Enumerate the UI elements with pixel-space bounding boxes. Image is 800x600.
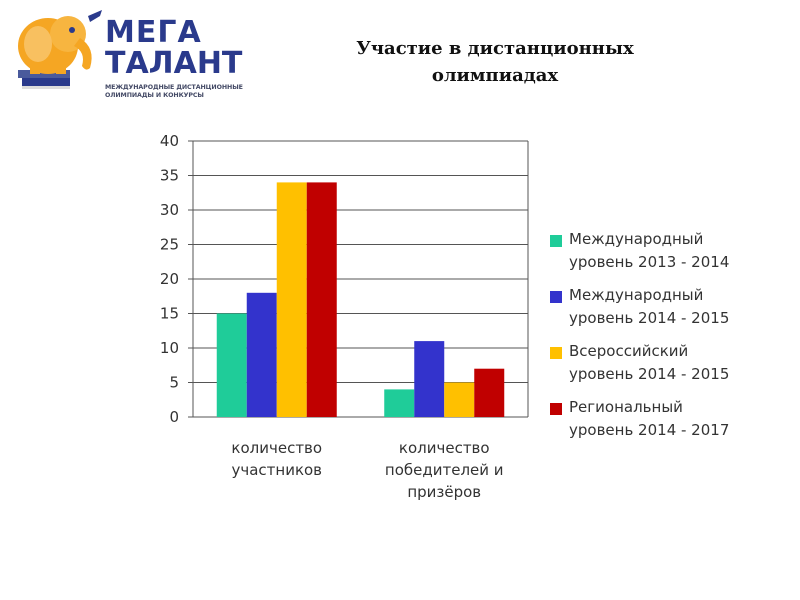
elephant-logo-icon bbox=[18, 10, 102, 89]
legend-item: Международный уровень 2013 - 2014 bbox=[550, 228, 790, 284]
bar bbox=[306, 182, 337, 417]
page-title: Участие в дистанционных олимпиадах bbox=[290, 35, 700, 89]
legend-item: Всероссийский уровень 2014 - 2015 bbox=[550, 340, 790, 396]
bar bbox=[384, 389, 415, 417]
bar bbox=[414, 341, 445, 417]
logo-subtitle: МЕЖДУНАРОДНЫЕ ДИСТАНЦИОННЫЕ ОЛИМПИАДЫ И … bbox=[105, 84, 245, 100]
logo-title-line2: ТАЛАНТ bbox=[105, 46, 243, 81]
legend-item: Международный уровень 2014 - 2015 bbox=[550, 284, 790, 340]
y-tick-label: 40 bbox=[160, 132, 179, 150]
y-tick-label: 10 bbox=[160, 339, 179, 357]
y-tick-label: 30 bbox=[160, 201, 179, 219]
bar bbox=[276, 182, 307, 417]
y-tick-label: 25 bbox=[160, 236, 179, 254]
logo-title-line1: МЕГА bbox=[105, 15, 202, 50]
y-tick-label: 15 bbox=[160, 305, 179, 323]
bar bbox=[246, 292, 277, 417]
page-title-line2: олимпиадах bbox=[431, 65, 559, 86]
y-tick-label: 35 bbox=[160, 167, 179, 185]
logo-text: МЕГА ТАЛАНТ МЕЖДУНАРОДНЫЕ ДИСТАНЦИОННЫЕ … bbox=[105, 18, 245, 100]
logo: МЕГА ТАЛАНТ МЕЖДУНАРОДНЫЕ ДИСТАНЦИОННЫЕ … bbox=[10, 8, 243, 99]
legend-label: Международный уровень 2013 - 2014 bbox=[569, 230, 730, 271]
x-category-label: количество участников bbox=[231, 439, 323, 479]
chart-legend: Международный уровень 2013 - 2014 Междуна… bbox=[550, 228, 790, 452]
bar bbox=[474, 368, 505, 417]
x-category-label: количество победителей и призёров bbox=[384, 439, 504, 501]
logo-subtitle-line1: МЕЖДУНАРОДНЫЕ ДИСТАНЦИОННЫЕ bbox=[105, 84, 243, 91]
legend-swatch bbox=[550, 403, 562, 415]
y-tick-label: 20 bbox=[160, 270, 179, 288]
legend-swatch bbox=[550, 291, 562, 303]
bar bbox=[444, 382, 475, 417]
y-tick-label: 5 bbox=[169, 374, 179, 392]
logo-subtitle-line2: ОЛИМПИАДЫ И КОНКУРСЫ bbox=[105, 92, 204, 99]
legend-item: Региональный уровень 2014 - 2017 bbox=[550, 396, 790, 452]
y-tick-label: 0 bbox=[169, 408, 179, 426]
page-title-line1: Участие в дистанционных bbox=[356, 38, 634, 59]
legend-label: Региональный уровень 2014 - 2017 bbox=[569, 398, 730, 439]
legend-swatch bbox=[550, 235, 562, 247]
legend-swatch bbox=[550, 347, 562, 359]
legend-label: Всероссийский уровень 2014 - 2015 bbox=[569, 342, 730, 383]
legend-label: Международный уровень 2014 - 2015 bbox=[569, 286, 730, 327]
bar bbox=[216, 313, 247, 417]
